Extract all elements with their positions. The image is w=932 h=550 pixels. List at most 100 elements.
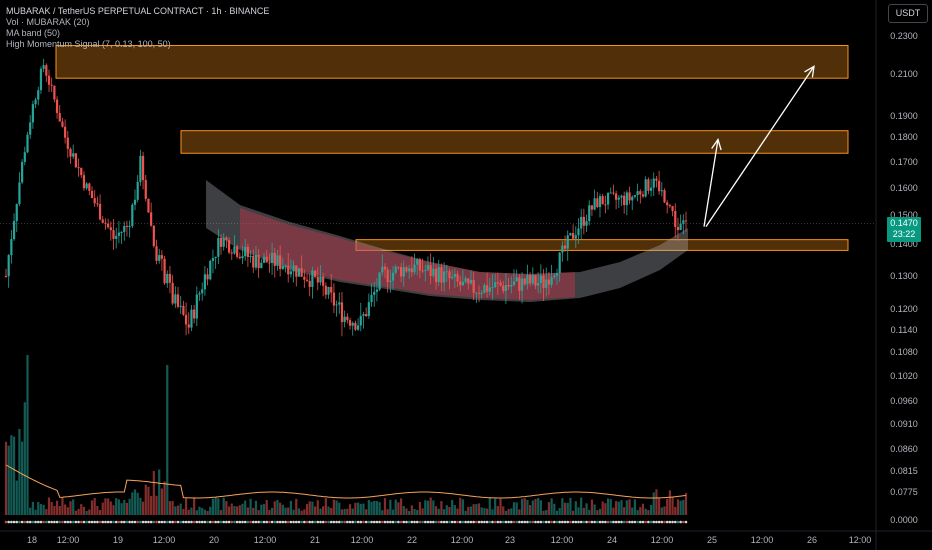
candle-body: [152, 225, 155, 247]
signal-dot: [394, 520, 398, 524]
signal-dot: [663, 520, 666, 524]
candle-body: [351, 322, 354, 326]
signal-dot: [496, 520, 500, 524]
volume-bar: [684, 492, 688, 515]
signal-dot: [273, 520, 277, 524]
volume-indicator-label[interactable]: Vol · MUBARAK (20): [6, 17, 90, 27]
signal-dot: [324, 520, 328, 524]
signal-dot: [612, 520, 615, 524]
signal-dot: [356, 520, 360, 524]
candle-body: [671, 205, 674, 211]
volume-bar: [104, 498, 107, 515]
candle-body: [561, 245, 564, 253]
candle-body: [74, 153, 77, 168]
last-price-value: 0.1470: [890, 218, 918, 228]
volume-bar: [144, 484, 147, 515]
candle-body: [322, 276, 325, 286]
signal-dot: [550, 520, 553, 524]
volume-bar: [572, 510, 575, 515]
volume-bar: [31, 501, 34, 515]
candle-body: [472, 280, 475, 293]
candle-body: [281, 265, 284, 270]
candle-body: [405, 267, 408, 272]
price-tick-label: 0.0960: [890, 396, 918, 406]
time-tick-label: 12:00: [451, 535, 474, 545]
candle-body: [284, 265, 287, 267]
signal-dot: [504, 520, 508, 524]
candle-body: [451, 276, 454, 279]
candle-body: [104, 222, 107, 224]
signal-dot: [579, 520, 583, 524]
candle-body: [523, 278, 526, 285]
volume-bar: [222, 497, 225, 515]
volume-bar: [10, 435, 13, 515]
candle-body: [230, 252, 233, 254]
time-tick-label: 12:00: [551, 535, 574, 545]
momentum-indicator-label[interactable]: High Momentum Signal (7, 0.13, 100, 50): [6, 39, 171, 49]
candle-body: [477, 292, 481, 294]
volume-bar: [260, 504, 263, 515]
candle-body: [679, 223, 682, 231]
volume-bar: [179, 503, 182, 515]
signal-dot: [12, 520, 16, 524]
volume-bar: [120, 503, 123, 515]
volume-bar: [123, 500, 126, 515]
candle-body: [577, 228, 580, 236]
volume-bar: [494, 498, 497, 515]
signal-dot: [270, 520, 274, 524]
signal-dot: [321, 520, 325, 524]
signal-dot: [622, 520, 626, 524]
candle-body: [4, 276, 8, 277]
candle-body: [555, 273, 559, 276]
volume-bar: [631, 507, 634, 515]
signal-dot: [268, 520, 271, 524]
candle-body: [270, 252, 274, 263]
signal-dot: [157, 520, 161, 524]
volume-bar: [219, 510, 223, 515]
volume-bar: [249, 498, 252, 515]
signal-dot: [246, 520, 250, 524]
candle-body: [297, 268, 301, 277]
candle-body: [77, 167, 80, 169]
candle-body: [53, 85, 56, 100]
volume-bar: [241, 503, 244, 515]
volume-bar: [147, 486, 150, 515]
volume-bar: [504, 510, 508, 515]
signal-dot: [655, 520, 658, 524]
volume-bar: [539, 500, 542, 515]
candle-body: [195, 294, 198, 319]
volume-bar: [12, 436, 16, 515]
candle-body: [469, 280, 473, 284]
volume-bar: [117, 499, 120, 515]
signal-dot: [483, 520, 486, 524]
signal-dot: [676, 520, 680, 524]
volume-bar: [45, 509, 48, 515]
ma-band-indicator-label[interactable]: MA band (50): [6, 28, 61, 38]
signal-dot: [7, 520, 10, 524]
currency-button[interactable]: USDT: [888, 4, 928, 23]
signal-dot: [601, 520, 604, 524]
candle-body: [10, 239, 13, 256]
signal-dot: [458, 520, 462, 524]
signal-dot: [405, 520, 408, 524]
volume-bar: [233, 506, 236, 515]
volume-bar: [305, 504, 309, 515]
signal-dot: [389, 520, 392, 524]
time-tick-label: 21: [310, 535, 320, 545]
signal-dot: [501, 520, 505, 524]
candle-body: [628, 192, 631, 201]
candle-body: [163, 258, 166, 284]
volume-bar: [641, 503, 645, 515]
volume-bar: [666, 499, 669, 515]
signal-dot: [528, 520, 532, 524]
signal-dot: [614, 520, 618, 524]
candle-body: [238, 256, 241, 259]
candle-body: [402, 267, 405, 277]
signal-dot: [182, 520, 185, 524]
signal-dot: [684, 520, 688, 524]
signal-dot: [289, 520, 293, 524]
candle-body: [236, 246, 239, 257]
projection-arrowhead: [711, 138, 722, 151]
signal-dot: [668, 520, 672, 524]
